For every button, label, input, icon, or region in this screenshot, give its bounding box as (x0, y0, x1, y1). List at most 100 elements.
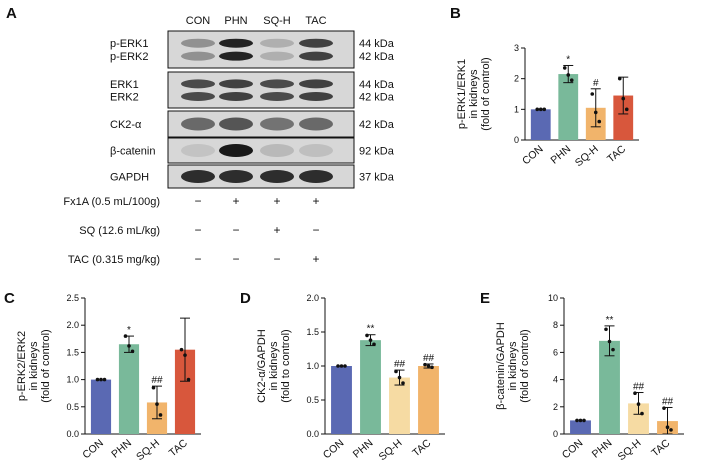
x-tick-label: SQ-H (616, 437, 644, 463)
treatment-mark: − (232, 252, 239, 266)
x-tick-label: TAC (605, 143, 629, 165)
y-tick-label: 4 (553, 375, 558, 385)
blot-size-label: 44 kDa (359, 79, 395, 91)
y-axis-label: (fold to control) (280, 329, 292, 402)
data-point (158, 413, 163, 417)
x-tick-label: CON (80, 437, 106, 461)
data-point (535, 107, 540, 112)
blot-band (299, 144, 333, 157)
data-point (578, 418, 583, 423)
x-tick-label: PHN (351, 437, 376, 460)
blot-band (299, 117, 333, 131)
data-point (624, 107, 629, 112)
blot-lane-label: CON (186, 15, 211, 27)
data-point (401, 381, 405, 385)
panel-letter-d: D (240, 290, 251, 307)
blot-band (299, 51, 333, 61)
y-tick-label: 1.0 (306, 361, 319, 371)
y-tick-label: 8 (553, 320, 558, 330)
y-axis-label: (fold of control) (40, 329, 52, 402)
bar (118, 344, 140, 434)
data-point (179, 347, 184, 352)
x-tick-label: PHN (590, 437, 615, 460)
data-point (569, 78, 574, 82)
blot-band (299, 170, 333, 183)
treatment-mark: − (312, 223, 319, 237)
bar (613, 95, 634, 140)
y-tick-label: 2 (553, 402, 558, 412)
significance-mark: ## (633, 382, 645, 393)
blot-band (260, 170, 294, 183)
treatment-mark: + (273, 223, 280, 237)
y-tick-label: 3 (514, 43, 519, 53)
blot-size-label: 92 kDa (359, 146, 395, 158)
blot-lane-label: SQ-H (263, 15, 291, 27)
data-point (538, 107, 543, 112)
x-tick-label: PHN (109, 437, 134, 460)
blot-band (260, 38, 294, 48)
panel-letter-c: C (4, 290, 15, 307)
data-point (611, 347, 615, 352)
bar (530, 109, 551, 140)
y-tick-label: 1.0 (66, 375, 79, 385)
y-axis-label: (fold of control) (480, 57, 492, 130)
blot-band (219, 170, 253, 183)
data-point (102, 377, 107, 382)
blot-protein-label: ERK1 (110, 79, 139, 91)
y-tick-label: 0.0 (66, 429, 79, 439)
blot-band (219, 79, 253, 89)
blot-band (181, 91, 215, 101)
bar (389, 377, 410, 434)
blot-band (299, 91, 333, 101)
data-point (99, 377, 103, 382)
treatment-mark: − (194, 252, 201, 266)
data-point (617, 76, 622, 81)
x-tick-label: CON (520, 143, 546, 167)
y-tick-label: 2.0 (306, 293, 319, 303)
treatment-mark: − (273, 252, 280, 266)
x-tick-label: SQ-H (134, 437, 162, 463)
data-point (336, 364, 340, 368)
significance-mark: * (566, 54, 570, 65)
data-point (640, 411, 644, 416)
y-axis-label: in kidneys (28, 341, 40, 390)
treatment-mark: + (312, 252, 319, 266)
bar (418, 366, 439, 434)
bar (360, 340, 381, 434)
data-point (662, 406, 666, 410)
blot-band (219, 117, 253, 131)
blot-protein-label: p-ERK2 (110, 51, 149, 63)
blot-lane-label: TAC (305, 15, 326, 27)
blot-band (260, 51, 294, 61)
y-tick-label: 0.5 (66, 402, 79, 412)
treatment-mark: − (194, 223, 201, 237)
x-tick-label: SQ-H (573, 143, 601, 169)
blot-band (181, 117, 215, 131)
blot-size-label: 37 kDa (359, 172, 395, 184)
blot-band (181, 79, 215, 89)
blot-band (260, 144, 294, 157)
data-point (665, 425, 670, 430)
blot-size-label: 44 kDa (359, 38, 395, 50)
data-point (394, 369, 398, 374)
x-tick-label: CON (321, 437, 347, 461)
data-point (339, 364, 344, 368)
data-point (590, 92, 595, 96)
x-tick-label: TAC (410, 437, 434, 459)
bar (570, 420, 591, 434)
blot-band (219, 38, 253, 48)
blot-protein-label: p-ERK1 (110, 38, 149, 50)
blot-strip (167, 71, 355, 109)
blot-band (181, 51, 215, 61)
data-point (368, 338, 373, 342)
data-point (430, 365, 434, 370)
treatment-mark: − (194, 194, 201, 208)
data-point (582, 418, 586, 423)
blot-strip (167, 30, 355, 69)
y-axis-label: in kidneys (468, 69, 480, 118)
data-point (542, 107, 547, 112)
blot-protein-label: ERK2 (110, 91, 139, 103)
bar (628, 403, 649, 434)
data-point (566, 73, 571, 77)
y-tick-label: 1 (514, 104, 519, 114)
